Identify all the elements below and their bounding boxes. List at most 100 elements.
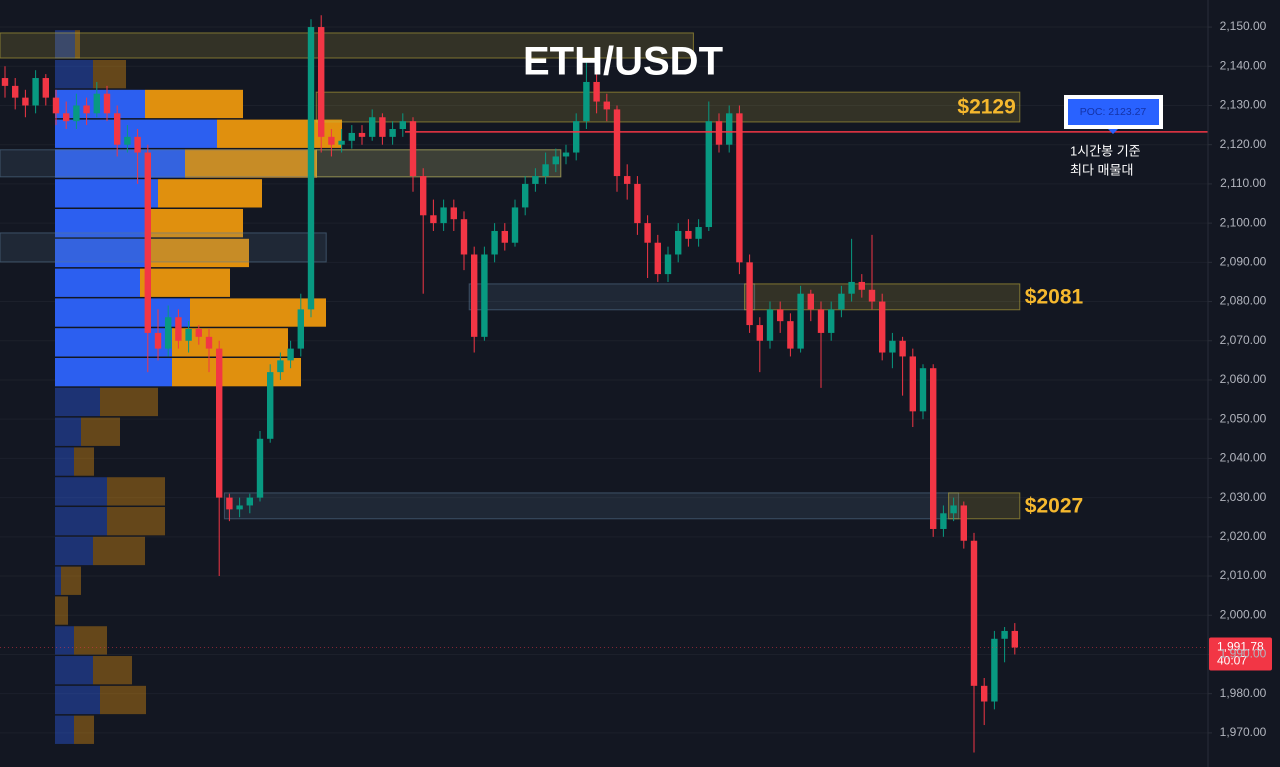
profile-sell xyxy=(74,626,107,655)
profile-sell xyxy=(93,59,126,89)
candle-body xyxy=(573,121,580,153)
y-tick-label: 1,970.00 xyxy=(1220,725,1267,739)
profile-buy xyxy=(55,358,172,387)
candle-body xyxy=(287,348,294,361)
candle-body xyxy=(277,360,284,373)
poc-label: POC: 2123.27 xyxy=(1080,106,1147,118)
candle-body xyxy=(63,113,70,122)
candle-body xyxy=(603,101,610,110)
y-tick-label: 2,060.00 xyxy=(1220,372,1267,386)
profile-buy xyxy=(55,536,93,566)
profile-sell xyxy=(107,507,165,536)
candle-body xyxy=(981,685,988,702)
y-tick-label: 2,000.00 xyxy=(1220,607,1267,621)
candle-body xyxy=(114,113,121,145)
candle-body xyxy=(501,230,508,243)
profile-sell xyxy=(61,566,81,595)
candle-body xyxy=(787,321,794,349)
y-tick-label: 1,990.00 xyxy=(1220,647,1267,661)
profile-sell xyxy=(100,387,158,417)
y-tick-label: 2,100.00 xyxy=(1220,215,1267,229)
candle-body xyxy=(195,328,202,337)
y-tick-label: 2,140.00 xyxy=(1220,58,1267,72)
y-tick-label: 2,020.00 xyxy=(1220,529,1267,543)
candle-body xyxy=(73,105,80,122)
candle-body xyxy=(909,356,916,412)
candle-body xyxy=(705,121,712,228)
candle-body xyxy=(409,121,417,177)
candle-body xyxy=(858,281,865,290)
candle-body xyxy=(267,372,274,439)
candle-body xyxy=(613,109,621,177)
candle-body xyxy=(185,328,192,341)
candle-body xyxy=(1011,630,1018,648)
candle-body xyxy=(236,505,243,510)
candle-body xyxy=(399,121,406,130)
candle-body xyxy=(960,505,967,541)
y-tick-label: 2,130.00 xyxy=(1220,98,1267,112)
candle-body xyxy=(828,309,835,333)
grid-layer xyxy=(0,26,1212,734)
candles xyxy=(1,15,1018,753)
candle-body xyxy=(848,281,855,294)
profile-sell xyxy=(75,30,80,59)
price-zone xyxy=(0,32,694,59)
profile-sell xyxy=(55,596,68,625)
profile-buy xyxy=(55,685,100,715)
candle-body xyxy=(654,242,661,275)
profile-sell xyxy=(140,268,230,297)
candle-body xyxy=(379,117,386,137)
candle-body xyxy=(328,136,335,145)
poc-note: 1시간봉 기준 xyxy=(1070,143,1141,158)
candle-body xyxy=(307,27,315,310)
price-zone xyxy=(468,283,756,311)
y-tick-label: 2,010.00 xyxy=(1220,568,1267,582)
candle-body xyxy=(471,254,478,337)
candle-body xyxy=(746,262,753,326)
candle-body xyxy=(522,183,529,208)
candle-body xyxy=(511,207,519,243)
zone-label: $2129 xyxy=(957,96,1015,119)
poc-pointer xyxy=(1108,129,1118,134)
profile-buy xyxy=(55,59,93,89)
candle-body xyxy=(1,78,9,86)
chart-title: ETH/USDT xyxy=(523,40,723,84)
candle-body xyxy=(124,136,131,145)
profile-buy xyxy=(55,477,107,506)
candle-body xyxy=(420,176,427,216)
zone-label: $2027 xyxy=(1025,494,1083,517)
candle-body xyxy=(919,368,927,412)
candle-body xyxy=(318,27,325,137)
profile-sell xyxy=(158,179,262,208)
candle-body xyxy=(93,93,100,114)
last-price-box xyxy=(1209,637,1272,671)
candle-body xyxy=(726,113,733,145)
candle-body xyxy=(1001,630,1008,639)
profile-buy xyxy=(55,566,61,595)
candle-body xyxy=(634,183,641,224)
candle-body xyxy=(369,117,376,137)
candle-body xyxy=(879,301,886,353)
profile-sell xyxy=(107,477,165,506)
y-tick-label: 2,150.00 xyxy=(1220,19,1267,33)
candle-body xyxy=(491,230,498,255)
last-price-label: 1,991.78 xyxy=(1217,640,1264,654)
profile-sell xyxy=(93,656,132,685)
candle-body xyxy=(552,156,559,165)
profile-sell xyxy=(93,536,145,566)
candle-body xyxy=(756,325,763,341)
candle-body xyxy=(736,113,743,263)
candle-body xyxy=(481,254,488,337)
candle-body xyxy=(685,230,692,239)
zones xyxy=(0,32,1021,520)
countdown-label: 40:07 xyxy=(1217,654,1247,668)
profile-buy xyxy=(55,417,81,446)
candle-body xyxy=(52,97,60,114)
candle-body xyxy=(899,340,906,357)
candle-body xyxy=(430,215,437,224)
candle-body xyxy=(583,81,590,122)
poc-note: 최다 매물대 xyxy=(1070,162,1133,177)
y-tick-label: 2,050.00 xyxy=(1220,411,1267,425)
